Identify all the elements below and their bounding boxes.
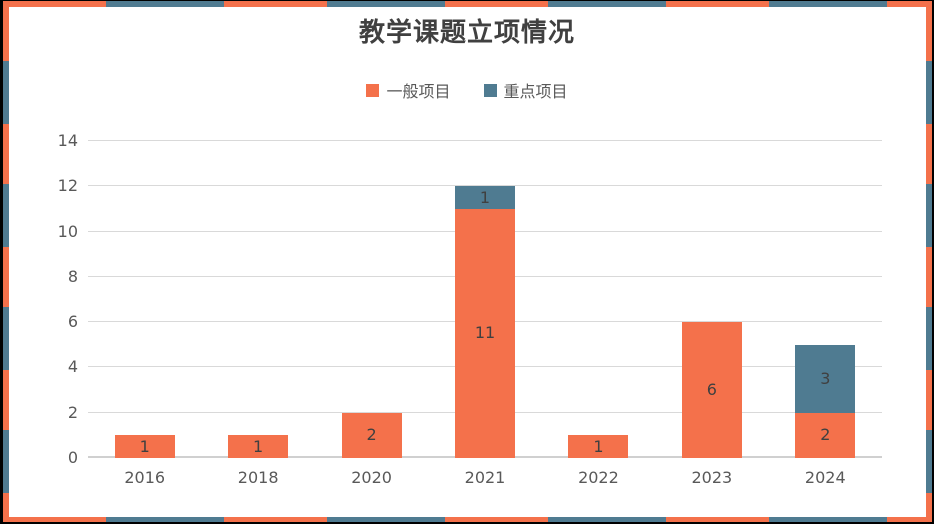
bar-value-label: 2 <box>820 425 831 445</box>
bar-segment-2018[interactable]: 1 <box>228 435 289 458</box>
bar-value-label: 6 <box>706 380 717 400</box>
bar-value-label: 1 <box>479 187 491 207</box>
x-tick-label: 2024 <box>804 468 846 487</box>
bar-segment-2022[interactable]: 1 <box>568 435 629 458</box>
plot-area: 0 2 4 6 8 10 12 14 1 2016 1 2018 2 2020 11 1 2021 1 2022 6 2… <box>58 132 882 487</box>
decorative-border-left <box>3 1 9 522</box>
legend-item-key-projects[interactable]: 重点项目 <box>483 78 568 102</box>
x-tick-label: 2022 <box>578 468 619 487</box>
legend-item-general-projects[interactable]: 一般项目 <box>366 78 451 102</box>
legend-label-key-projects: 重点项目 <box>503 82 568 101</box>
bar-segment-2024[interactable]: 2 <box>795 412 856 458</box>
bar-value-label: 2 <box>366 425 377 445</box>
x-tick-label: 2021 <box>464 468 506 487</box>
bar-segment-2021[interactable]: 1 <box>455 186 515 209</box>
decorative-border-top <box>3 1 932 7</box>
y-tick-label: 6 <box>67 312 78 332</box>
bar-value-label: 3 <box>820 368 831 388</box>
bar-segment-2023[interactable]: 6 <box>681 322 742 458</box>
bar-segment-2020[interactable]: 2 <box>341 412 402 458</box>
legend-label-general-projects: 一般项目 <box>386 82 451 101</box>
bar-value-label: 1 <box>253 436 264 456</box>
y-tick-label: 0 <box>67 448 78 467</box>
x-tick-label: 2018 <box>237 468 279 487</box>
y-tick-label: 4 <box>67 357 78 377</box>
legend-swatch-general-projects-icon <box>366 83 380 97</box>
bar-value-label: 1 <box>593 436 604 456</box>
chart-title: 教学课题立项情况 <box>358 18 575 48</box>
decorative-border-bottom <box>3 517 932 522</box>
x-tick-label: 2023 <box>691 468 733 487</box>
y-tick-label: 10 <box>57 221 78 241</box>
bar-value-label: 1 <box>139 436 150 456</box>
y-tick-label: 14 <box>57 131 78 150</box>
x-tick-label: 2016 <box>124 468 166 487</box>
legend: 一般项目 重点项目 <box>0 78 934 102</box>
y-gridline <box>88 185 882 186</box>
y-tick-label: 2 <box>67 402 78 422</box>
y-tick-label: 8 <box>67 266 78 286</box>
decorative-border-right <box>926 1 932 522</box>
x-tick-label: 2020 <box>351 468 392 487</box>
y-tick-label: 12 <box>57 176 78 196</box>
bar-segment-2021[interactable]: 11 <box>455 208 515 458</box>
bar-segment-2024[interactable]: 3 <box>795 344 856 413</box>
bar-value-label: 11 <box>474 323 496 343</box>
legend-swatch-key-projects-icon <box>483 83 497 97</box>
bar-segment-2016[interactable]: 1 <box>114 435 175 458</box>
y-gridline <box>88 140 882 141</box>
